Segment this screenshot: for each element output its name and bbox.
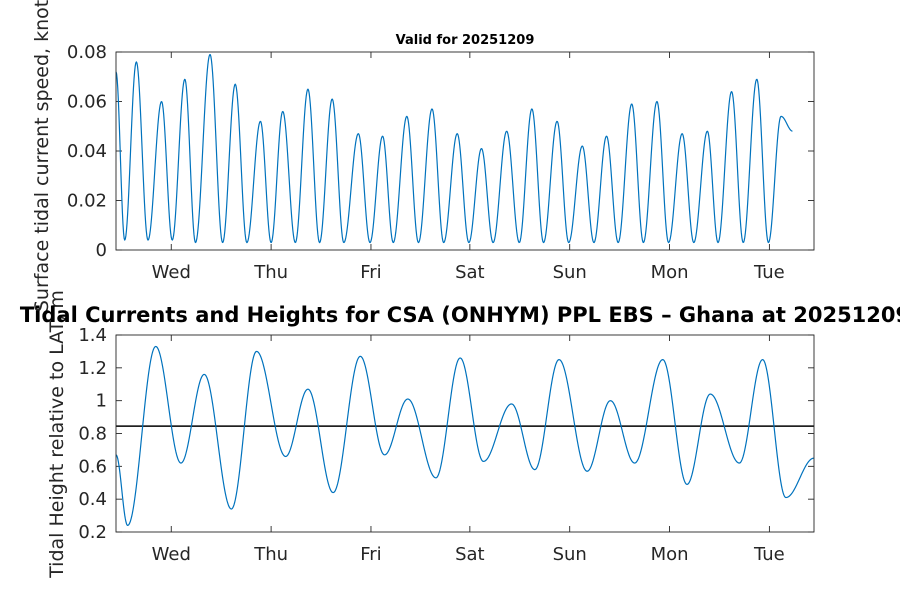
current-x-tick-label-tue: Tue	[753, 262, 785, 283]
height-x-tick-label-wed: Wed	[152, 544, 191, 565]
current-y-tick-label: 0.04	[67, 141, 107, 162]
height-y-tick-label: 1	[96, 391, 107, 412]
height-axes-background	[116, 335, 814, 532]
height-y-tick-label: 1.2	[78, 358, 107, 379]
tidal-height-series	[115, 345, 815, 527]
height-x-tick-label-sat: Sat	[455, 544, 485, 565]
current-speed-chart: Valid for 20251209 0 0.02 0.04 0.06 0.08 Wed…	[31, 0, 815, 312]
height-x-tick-label-fri: Fri	[360, 544, 381, 565]
height-y-tick-label: 0.6	[78, 456, 107, 477]
height-x-tick-label-sun: Sun	[553, 544, 587, 565]
height-y-tick-label: 0.8	[78, 424, 107, 445]
current-x-ticks: Wed Thu Fri Sat Sun Mon Tue	[152, 52, 785, 283]
height-x-tick-label-tue: Tue	[753, 544, 785, 565]
current-speed-series	[115, 53, 793, 244]
current-x-tick-label-sun: Sun	[553, 262, 587, 283]
current-y-tick-label: 0.06	[67, 92, 107, 113]
current-x-tick-label-sat: Sat	[455, 262, 485, 283]
height-x-ticks: Wed Thu Fri Sat Sun Mon Tue	[152, 335, 785, 565]
height-x-tick-label-thu: Thu	[253, 544, 288, 565]
height-y-axis-label: Tidal Height relative to LAT, m	[46, 290, 68, 579]
height-y-tick-label: 0.4	[78, 489, 107, 510]
current-y-tick-label: 0.08	[67, 42, 107, 63]
height-y-tick-label: 0.2	[78, 522, 107, 543]
height-axes-box	[115, 334, 815, 533]
height-x-tick-label-mon: Mon	[651, 544, 689, 565]
current-y-tick-label: 0.02	[67, 191, 107, 212]
main-chart-title: Tidal Currents and Heights for CSA (ONHY…	[20, 303, 900, 327]
height-y-tick-label: 1.4	[78, 325, 107, 346]
current-y-tick-label: 0	[96, 240, 107, 261]
current-axes-box	[115, 51, 815, 251]
current-x-tick-label-fri: Fri	[360, 262, 381, 283]
current-x-tick-label-wed: Wed	[152, 262, 191, 283]
tidal-height-chart: 0.2 0.4 0.6 0.8 1 1.2 1.4 Wed Thu Fri Sat Sun Mon Tu…	[46, 290, 815, 579]
current-x-tick-label-thu: Thu	[253, 262, 288, 283]
current-chart-title: Valid for 20251209	[396, 33, 535, 48]
current-y-ticks: 0 0.02 0.04 0.06 0.08	[67, 42, 814, 261]
current-y-axis-label: Surface tidal current speed, knots	[31, 0, 53, 312]
current-x-tick-label-mon: Mon	[651, 262, 689, 283]
height-y-ticks: 0.2 0.4 0.6 0.8 1 1.2 1.4	[78, 325, 814, 543]
